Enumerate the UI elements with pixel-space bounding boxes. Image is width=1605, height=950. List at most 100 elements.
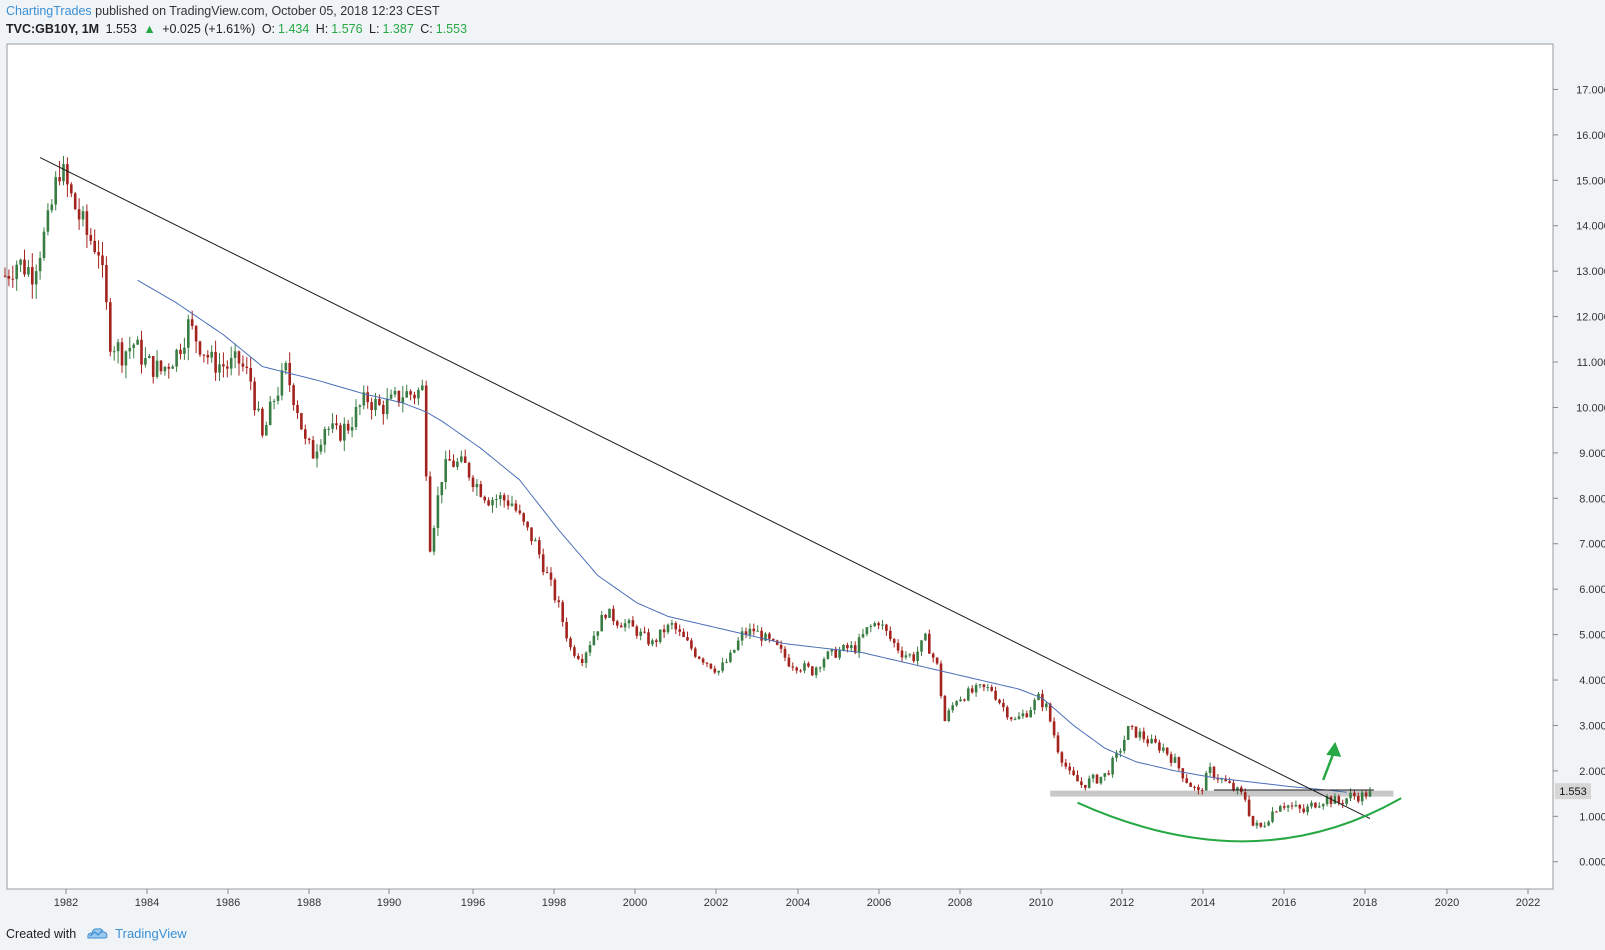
- candle-body: [190, 319, 194, 326]
- plot-area[interactable]: [6, 43, 1554, 890]
- candle-body: [1150, 738, 1153, 744]
- candle-body: [1126, 726, 1130, 740]
- candle-body: [577, 655, 580, 659]
- candle-body: [432, 528, 436, 552]
- time-tick-label: 1996: [461, 897, 485, 909]
- candle-body: [1029, 710, 1032, 718]
- candle-body: [382, 404, 385, 415]
- candle-body: [116, 342, 120, 352]
- time-tick-label: 2014: [1191, 897, 1215, 909]
- candle-body: [73, 193, 77, 210]
- candle-body: [460, 456, 463, 462]
- time-tick-label: 2008: [948, 897, 972, 909]
- candle-body: [159, 360, 163, 372]
- candle-body: [518, 510, 522, 514]
- candle-body: [1072, 770, 1075, 775]
- candle-body: [1197, 787, 1200, 791]
- candle-body: [1204, 772, 1208, 791]
- price-tick-label: 13.000: [1576, 266, 1605, 278]
- descending-trendline[interactable]: [39, 157, 1371, 820]
- candle-body: [311, 440, 315, 459]
- candle-body: [694, 648, 697, 657]
- candle-body: [89, 234, 93, 241]
- tradingview-brand-link[interactable]: TradingView: [115, 926, 187, 941]
- candle-body: [811, 666, 814, 676]
- rounding-bottom-curve[interactable]: [1077, 797, 1402, 843]
- current-price-label: 1.553: [1559, 786, 1587, 798]
- candle-body: [658, 629, 662, 642]
- candle-body: [744, 631, 748, 635]
- annotation-back-layer: [1050, 790, 1394, 797]
- symbol-ohlc-line: TVC:GB10Y, 1M 1.553 ▲ +0.025 (+1.61%) O:…: [6, 22, 470, 36]
- candle-body: [249, 368, 252, 382]
- candle-body: [354, 406, 358, 428]
- author-link[interactable]: ChartingTrades: [6, 4, 92, 18]
- candle-body: [545, 572, 549, 574]
- up-triangle-icon: ▲: [143, 22, 156, 36]
- candle-body: [1259, 822, 1263, 827]
- candle-body: [565, 621, 568, 639]
- candle-body: [1255, 822, 1259, 826]
- low-value: 1.387: [382, 22, 414, 36]
- candle-body: [237, 351, 241, 364]
- candle-body: [740, 631, 744, 641]
- candle-body: [604, 614, 607, 618]
- candle-body: [1138, 731, 1142, 738]
- time-tick-label: 2000: [623, 897, 647, 909]
- candle-body: [627, 620, 631, 624]
- candle-body: [307, 438, 311, 441]
- candle-body: [970, 688, 974, 693]
- price-axis[interactable]: 0.000 1.000 2.000 3.000 4.000 5.000 6.000 7.000…: [1553, 84, 1605, 869]
- candle-body: [920, 640, 923, 652]
- tradingview-cloud-icon[interactable]: [86, 927, 108, 942]
- low-label: L:: [369, 22, 380, 36]
- candle-body: [955, 701, 958, 706]
- candle-body: [713, 668, 717, 673]
- candle-body: [97, 252, 100, 256]
- candle-body: [522, 513, 525, 522]
- candle-body: [1333, 796, 1337, 804]
- candle-body: [600, 614, 603, 632]
- candle-body: [19, 259, 22, 265]
- candle-body: [986, 687, 990, 689]
- candle-body: [175, 349, 178, 367]
- candle-body: [54, 177, 57, 205]
- candle-body: [155, 360, 159, 377]
- candle-body: [939, 663, 943, 697]
- candle-body: [272, 400, 276, 402]
- time-axis[interactable]: 1982 1984 1986 1988 1990 1996 1998 2000 2002 2004…: [54, 889, 1540, 909]
- candle-body: [463, 456, 467, 463]
- price-tick-label: 15.000: [1576, 175, 1605, 187]
- candle-body: [1169, 754, 1173, 763]
- candle-body: [265, 425, 268, 436]
- candle-body: [502, 495, 506, 501]
- price-change: +0.025 (+1.61%): [162, 22, 256, 36]
- footer: Created with TradingView: [6, 926, 187, 942]
- candle-body: [553, 579, 557, 601]
- candle-body: [892, 639, 896, 643]
- candle-body: [834, 648, 837, 658]
- candle-body: [483, 496, 486, 501]
- arrow-up-shaft: [1322, 753, 1335, 781]
- candle-body: [916, 651, 919, 662]
- candle-body: [70, 184, 73, 194]
- candle-body: [1080, 781, 1083, 785]
- candle-body: [908, 654, 912, 656]
- candle-body: [1353, 792, 1356, 797]
- candle-body: [557, 600, 561, 603]
- candle-body: [959, 699, 962, 702]
- candle-body: [865, 627, 869, 635]
- candle-body: [335, 423, 338, 426]
- candle-body: [608, 608, 611, 618]
- open-label: O:: [261, 22, 276, 36]
- candle-body: [226, 366, 229, 369]
- candle-body: [561, 602, 564, 622]
- candle-body: [218, 364, 221, 373]
- price-tick-label: 16.000: [1576, 130, 1605, 142]
- candle-body: [1123, 739, 1126, 751]
- candle-body: [580, 658, 584, 663]
- candle-body: [1282, 806, 1286, 808]
- candle-body: [1325, 796, 1329, 805]
- candle-body: [764, 633, 767, 641]
